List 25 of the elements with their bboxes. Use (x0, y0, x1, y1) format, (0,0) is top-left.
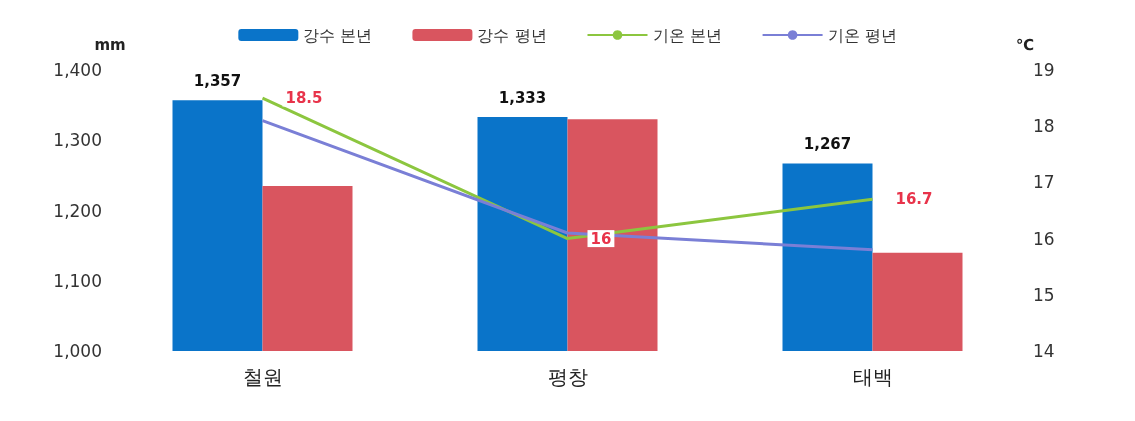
y-tick-label: 1,400 (53, 60, 102, 80)
data-label: 16.7 (895, 190, 933, 209)
y2-axis-title: ℃ (1015, 35, 1035, 54)
y2-tick-label: 19 (1033, 60, 1055, 80)
data-label: 18.5 (285, 89, 323, 108)
y-tick-label: 1,200 (53, 200, 102, 221)
x-tick-label: 평창 (547, 365, 588, 389)
y2-tick-label: 15 (1033, 284, 1055, 305)
legend-label: 강수 평년 (477, 25, 547, 45)
legend-label: 기온 평년 (827, 25, 897, 45)
y2-tick-label: 17 (1033, 172, 1055, 193)
data-label: 1,333 (498, 88, 547, 107)
x-tick-label: 태백 (852, 365, 893, 389)
y2-tick-label: 16 (1033, 228, 1055, 249)
y-axis-title: mm (94, 35, 126, 54)
y-tick-label: 1,000 (53, 341, 102, 361)
legend-label: 기온 본년 (652, 25, 722, 45)
legend-label: 강수 본년 (303, 25, 373, 45)
data-label: 1,267 (803, 134, 852, 153)
data-label: 1,357 (193, 71, 242, 90)
y2-tick-label: 18 (1033, 116, 1055, 137)
y-tick-label: 1,300 (53, 130, 102, 151)
y-tick-label: 1,100 (53, 270, 102, 291)
x-tick-label: 철원 (242, 365, 283, 389)
y2-tick-label: 14 (1033, 341, 1055, 361)
